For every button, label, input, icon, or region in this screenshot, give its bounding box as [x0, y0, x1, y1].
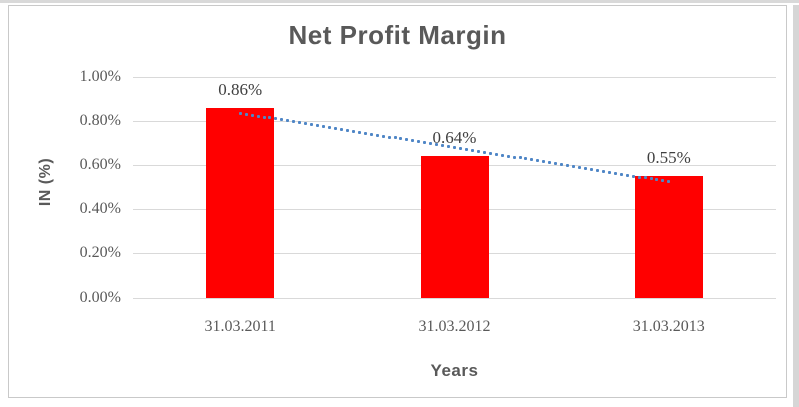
bar-value-label: 0.86% — [218, 79, 263, 99]
trendline-dot[interactable] — [447, 145, 450, 148]
trendline-dot[interactable] — [536, 159, 540, 163]
trendline-dot[interactable] — [417, 140, 421, 144]
trendline-dot[interactable] — [566, 164, 570, 167]
trendline-dot[interactable] — [429, 142, 433, 146]
trendline-dot[interactable] — [560, 163, 564, 167]
y-tick-label: 1.00% — [79, 68, 121, 85]
trendline-dot[interactable] — [375, 133, 379, 137]
trendline-dot[interactable] — [286, 119, 290, 123]
trendline-dot[interactable] — [298, 121, 302, 125]
trendline-dot[interactable] — [381, 134, 385, 138]
trendline-dot[interactable] — [399, 137, 403, 141]
trendline-dot[interactable] — [631, 174, 635, 178]
bar-31.03.2011[interactable] — [206, 107, 275, 298]
y-axis-title: IN (%) — [37, 157, 54, 207]
trendline-dot[interactable] — [506, 154, 510, 158]
chart-title: Net Profit Margin — [288, 20, 507, 50]
trendline-dot[interactable] — [613, 171, 617, 175]
trendline-dot[interactable] — [351, 129, 355, 133]
trendline-dot[interactable] — [500, 153, 504, 157]
trendline-dot[interactable] — [268, 116, 272, 120]
cell-shadow-right — [793, 5, 799, 407]
gridline — [133, 77, 776, 78]
bar-value-label: 0.64% — [432, 128, 477, 148]
trendline-dot[interactable] — [405, 138, 409, 142]
trendline-dot[interactable] — [643, 176, 647, 180]
trendline-dot[interactable] — [453, 145, 456, 149]
bar-value-label: 0.55% — [646, 148, 691, 168]
trendline-dot[interactable] — [256, 114, 260, 118]
trendline-dot[interactable] — [357, 130, 361, 134]
trendline-dot[interactable] — [482, 150, 486, 154]
x-tick-label: 31.03.2011 — [204, 318, 276, 335]
trendline-dot[interactable] — [328, 125, 331, 129]
bar-31.03.2012[interactable] — [420, 156, 489, 298]
trendline-dot[interactable] — [488, 151, 492, 155]
trendline-dot[interactable] — [548, 161, 552, 165]
trendline-dot[interactable] — [494, 152, 498, 156]
trendline-dot[interactable] — [572, 165, 576, 168]
trendline-dot[interactable] — [304, 122, 308, 126]
trendline-dot[interactable] — [619, 172, 623, 176]
trendline-dot[interactable] — [476, 149, 480, 153]
trendline-dot[interactable] — [238, 111, 242, 115]
trendline-dot[interactable] — [637, 175, 641, 179]
y-tick-label: 0.60% — [79, 156, 121, 174]
x-tick-label: 31.03.2012 — [418, 318, 491, 335]
trendline-dot[interactable] — [655, 178, 659, 182]
trendline-dot[interactable] — [274, 117, 278, 121]
trendline-dot[interactable] — [423, 141, 427, 145]
trendline-dot[interactable] — [518, 156, 522, 160]
trendline-dot[interactable] — [578, 166, 581, 169]
trendline-dot[interactable] — [667, 180, 671, 184]
trendline-dot[interactable] — [589, 167, 593, 171]
trendline-dot[interactable] — [363, 131, 367, 135]
trendline-dot[interactable] — [441, 144, 445, 147]
trendline-dot[interactable] — [524, 157, 528, 161]
trendline-dot[interactable] — [292, 120, 296, 124]
trendline-dot[interactable] — [459, 146, 462, 150]
trendline-dot[interactable] — [625, 173, 629, 177]
trendline-dot[interactable] — [333, 126, 337, 130]
trendline-dot[interactable] — [393, 136, 397, 140]
trendline-dot[interactable] — [339, 127, 343, 131]
trendline-dot[interactable] — [345, 128, 349, 132]
trendline-dot[interactable] — [542, 160, 546, 164]
trendline-dot[interactable] — [512, 155, 516, 159]
trendline-dot[interactable] — [661, 179, 665, 183]
x-axis-title: Years — [430, 361, 479, 380]
y-tick-label: 0.40% — [79, 200, 121, 218]
trendline-dot[interactable] — [369, 132, 373, 136]
trendline-dot[interactable] — [649, 177, 653, 181]
x-tick-label: 31.03.2013 — [632, 318, 705, 335]
trendline-dot[interactable] — [310, 123, 314, 127]
trendline-dot[interactable] — [435, 143, 439, 147]
y-tick-label: 0.00% — [79, 288, 121, 306]
trendline-dot[interactable] — [584, 166, 587, 170]
trendline-dot[interactable] — [530, 158, 534, 162]
y-tick-label: 0.80% — [79, 112, 121, 130]
trendline-dot[interactable] — [250, 113, 254, 117]
gridline — [133, 121, 776, 123]
trendline-dot[interactable] — [316, 124, 320, 127]
trendline-dot[interactable] — [470, 148, 474, 152]
trendline-dot[interactable] — [411, 139, 415, 143]
trendline-dot[interactable] — [244, 112, 248, 116]
trendline-dot[interactable] — [607, 170, 611, 174]
trendline-dot[interactable] — [595, 168, 599, 172]
trendline-dot[interactable] — [554, 162, 558, 166]
gridline — [133, 297, 776, 299]
bar-31.03.2013[interactable] — [634, 176, 703, 298]
trendline-dot[interactable] — [464, 147, 468, 151]
trendline-dot[interactable] — [262, 115, 266, 119]
trendline-dot[interactable] — [322, 125, 325, 128]
trendline-dot[interactable] — [280, 118, 284, 122]
table-border-top — [0, 0, 799, 3]
y-tick-label: 0.20% — [79, 244, 121, 262]
trendline-dot[interactable] — [387, 135, 391, 139]
trendline-dot[interactable] — [601, 169, 605, 173]
